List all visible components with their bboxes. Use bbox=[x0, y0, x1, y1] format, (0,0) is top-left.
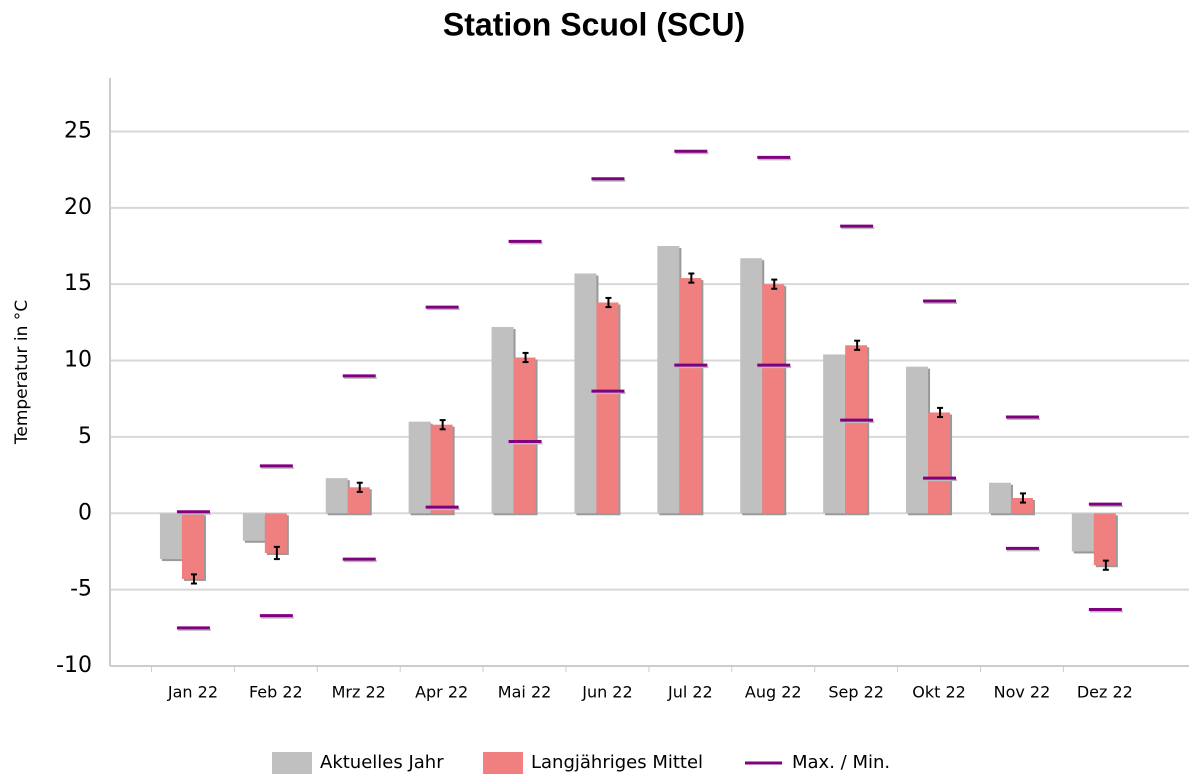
bar bbox=[596, 302, 619, 514]
y-tick-label: 0 bbox=[78, 500, 92, 525]
x-tick-label: Feb 22 bbox=[249, 683, 303, 702]
error-bar bbox=[854, 339, 861, 351]
x-tick-label: Sep 22 bbox=[828, 683, 884, 702]
x-tick-label: Dez 22 bbox=[1077, 683, 1133, 702]
x-tick-label: Nov 22 bbox=[994, 683, 1051, 702]
bar bbox=[679, 278, 702, 514]
bar bbox=[181, 513, 204, 579]
bar bbox=[1010, 498, 1033, 514]
bar bbox=[430, 424, 453, 514]
error-bar bbox=[1019, 492, 1026, 504]
x-tick-label: Mai 22 bbox=[498, 683, 552, 702]
bar bbox=[242, 513, 265, 541]
bar bbox=[1093, 513, 1116, 566]
bar bbox=[513, 357, 536, 514]
error-bar bbox=[1102, 559, 1109, 571]
bar bbox=[740, 258, 763, 514]
legend-swatch bbox=[483, 752, 523, 774]
bar bbox=[408, 421, 431, 514]
error-bar bbox=[356, 481, 363, 493]
x-tick-label: Mrz 22 bbox=[332, 683, 386, 702]
error-bar bbox=[771, 278, 778, 290]
legend-swatch bbox=[272, 752, 312, 774]
x-tick-label: Jun 22 bbox=[581, 683, 632, 702]
bar bbox=[574, 273, 597, 514]
x-tick-label: Jul 22 bbox=[667, 683, 713, 702]
error-bar bbox=[190, 573, 197, 585]
x-tick-label: Okt 22 bbox=[912, 683, 966, 702]
y-tick-label: 10 bbox=[64, 348, 92, 373]
x-tick-label: Jan 22 bbox=[167, 683, 218, 702]
bar bbox=[325, 478, 348, 514]
bar bbox=[491, 326, 514, 514]
error-bar bbox=[937, 406, 944, 419]
chart-title: Station Scuol (SCU) bbox=[443, 6, 745, 42]
y-tick-label: 20 bbox=[64, 195, 92, 220]
legend: Aktuelles Jahr Langjähriges Mittel Max. / … bbox=[272, 752, 890, 774]
bar bbox=[159, 513, 182, 560]
x-tick-label: Aug 22 bbox=[745, 683, 802, 702]
bar bbox=[988, 482, 1011, 514]
legend-label: Max. / Min. bbox=[792, 752, 890, 773]
y-tick-label: 15 bbox=[64, 271, 92, 296]
bar bbox=[1071, 513, 1094, 552]
bar bbox=[906, 366, 929, 514]
y-tick-label: -5 bbox=[70, 577, 92, 602]
bar bbox=[657, 246, 680, 514]
y-axis-label: Temperatur in °C bbox=[12, 300, 32, 445]
error-bar bbox=[273, 545, 280, 561]
error-bar bbox=[439, 419, 446, 431]
bar bbox=[762, 284, 785, 514]
error-bar bbox=[605, 296, 612, 309]
y-tick-label: 5 bbox=[78, 424, 92, 449]
legend-label: Langjähriges Mittel bbox=[531, 752, 703, 773]
bar bbox=[928, 412, 951, 514]
y-tick-label: -10 bbox=[56, 653, 92, 678]
error-bar bbox=[688, 272, 695, 284]
error-bar bbox=[522, 351, 529, 364]
bar bbox=[347, 487, 370, 514]
bar bbox=[845, 345, 868, 514]
bar bbox=[823, 354, 846, 514]
legend-label: Aktuelles Jahr bbox=[320, 752, 444, 773]
y-tick-label: 25 bbox=[64, 118, 92, 143]
x-tick-label: Apr 22 bbox=[415, 683, 468, 702]
bar bbox=[264, 513, 287, 553]
